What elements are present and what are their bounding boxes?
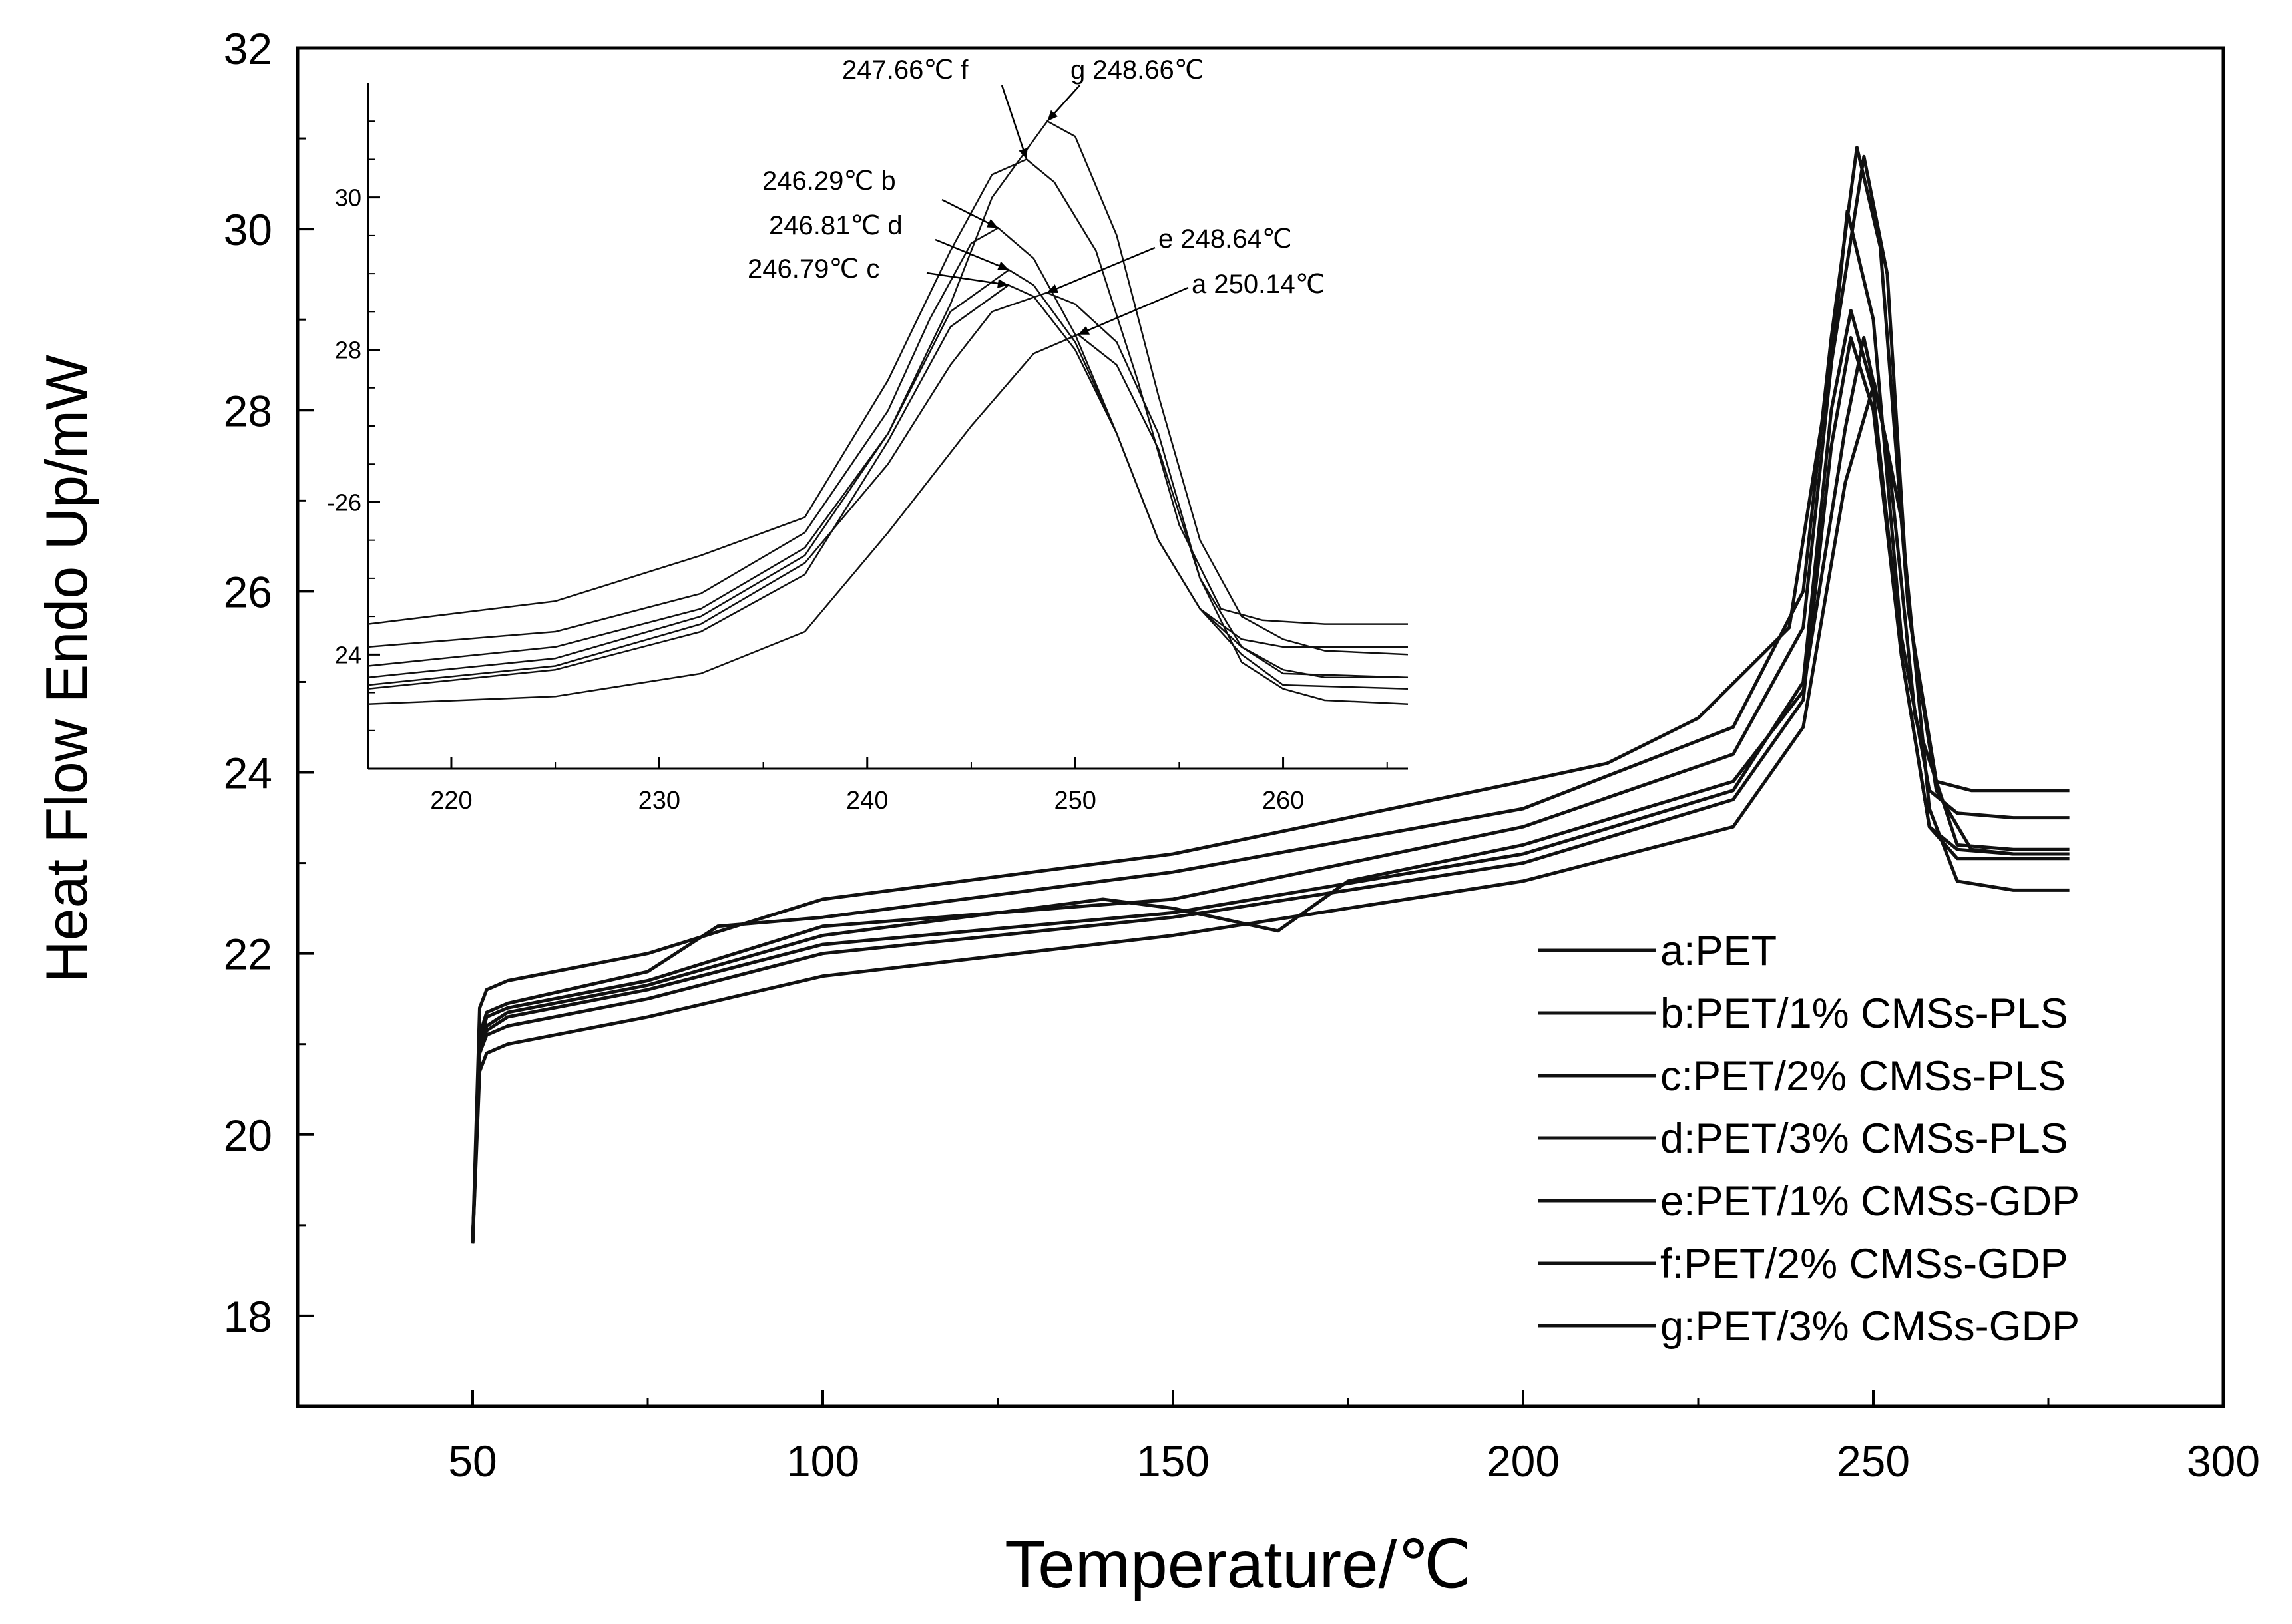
x-tick-label: 200: [1487, 1436, 1560, 1486]
y-tick-label: 28: [224, 386, 272, 435]
legend-entry: f:PET/2% CMSs-GDP: [1660, 1241, 2068, 1287]
annotation-label-a: a 250.14℃: [1192, 270, 1325, 299]
inset-y-tick-label: -26: [327, 489, 361, 516]
annotation-arrowhead-d: [997, 261, 1009, 270]
x-tick-label: 50: [448, 1436, 497, 1486]
annotation-label-g: g 248.66℃: [1070, 55, 1204, 85]
annotation-label-c: 246.79℃ c: [748, 254, 879, 284]
inset-plot-background: [368, 83, 1408, 769]
annotation-arrowhead-b: [986, 219, 999, 228]
annotation-label-f: 247.66℃ f: [842, 55, 969, 85]
annotation-arrowhead-e: [1046, 284, 1059, 293]
inset-series-group: [367, 120, 1409, 705]
y-tick-label: 22: [224, 930, 272, 979]
y-tick-label: 20: [224, 1111, 272, 1160]
inset-series-line-b: [367, 227, 1408, 648]
x-tick-label: 300: [2187, 1436, 2260, 1486]
main-series-line-e: [471, 335, 2070, 1244]
inset-x-tick-label: 260: [1262, 787, 1304, 815]
annotation-label-b: 246.29℃ b: [762, 166, 896, 196]
legend-entry: b:PET/1% CMSs-PLS: [1660, 990, 2068, 1037]
y-tick-label: 32: [224, 24, 272, 73]
inset-x-tick-label: 250: [1054, 787, 1096, 815]
x-tick-label: 250: [1837, 1436, 1910, 1486]
main-plot-frame: [296, 46, 2225, 1408]
legend-entry: e:PET/1% CMSs-GDP: [1660, 1178, 2080, 1225]
main-axis-ticks: 50 100 150 200 250 300 18 20 22 24 26 28 30 32: [224, 24, 2260, 1486]
annotation-arrowhead-f: [1019, 148, 1028, 160]
inset-y-tick-label: 24: [335, 641, 361, 668]
y-axis-title: Heat Flow Endo Up/mW: [33, 355, 99, 983]
y-tick-label: 30: [224, 205, 272, 254]
main-series-line-g: [471, 154, 2070, 1244]
x-tick-label: 100: [786, 1436, 859, 1486]
annotation-arrowhead-c: [997, 279, 1009, 288]
annotation-leader-e: [1046, 246, 1156, 294]
inset-y-tick-label: 28: [335, 337, 361, 364]
inset-series-line-e: [367, 292, 1408, 686]
inset-x-tick-label: 220: [430, 787, 472, 815]
main-series-group: [471, 146, 2070, 1244]
annotation-leader-a: [1078, 286, 1189, 335]
x-tick-label: 150: [1136, 1436, 1210, 1486]
main-series-line-b: [471, 209, 2070, 1244]
inset-y-tick-label: 30: [335, 184, 361, 212]
inset-axis-ticks: 220 230 240 250 260 24 -26 28 30: [327, 120, 1388, 815]
annotation-leader-d: [935, 238, 1009, 271]
inset-series-line-d: [367, 269, 1409, 678]
inset-series-line-g: [367, 120, 1409, 667]
legend-entry: a:PET: [1660, 928, 1777, 974]
y-tick-label: 26: [224, 567, 272, 616]
y-tick-label: 18: [224, 1292, 272, 1341]
annotation-label-e: e 248.64℃: [1158, 224, 1292, 254]
inset-annotations-group: 247.66℃ f g 248.66℃ 246.29℃ b 246.81℃ d e 24…: [748, 55, 1325, 335]
annotation-arrowhead-g: [1047, 110, 1058, 122]
legend-entry: d:PET/3% CMSs-PLS: [1660, 1116, 2068, 1162]
annotation-leader-f: [1001, 85, 1028, 160]
legend: a:PET b:PET/1% CMSs-PLS c:PET/2% CMSs-PLS d…: [1538, 928, 2080, 1350]
inset-x-tick-label: 230: [638, 787, 680, 815]
inset-series-line-f: [367, 158, 1408, 625]
x-axis-title: Temperature/℃: [1005, 1527, 1471, 1602]
annotation-arrowhead-a: [1078, 325, 1090, 335]
inset-x-tick-label: 240: [846, 787, 888, 815]
annotation-label-d: 246.81℃ d: [769, 211, 903, 240]
legend-entry: c:PET/2% CMSs-PLS: [1660, 1053, 2066, 1100]
legend-entry: g:PET/3% CMSs-GDP: [1660, 1303, 2080, 1350]
annotation-leader-c: [926, 272, 1009, 286]
y-tick-label: 24: [224, 749, 272, 798]
